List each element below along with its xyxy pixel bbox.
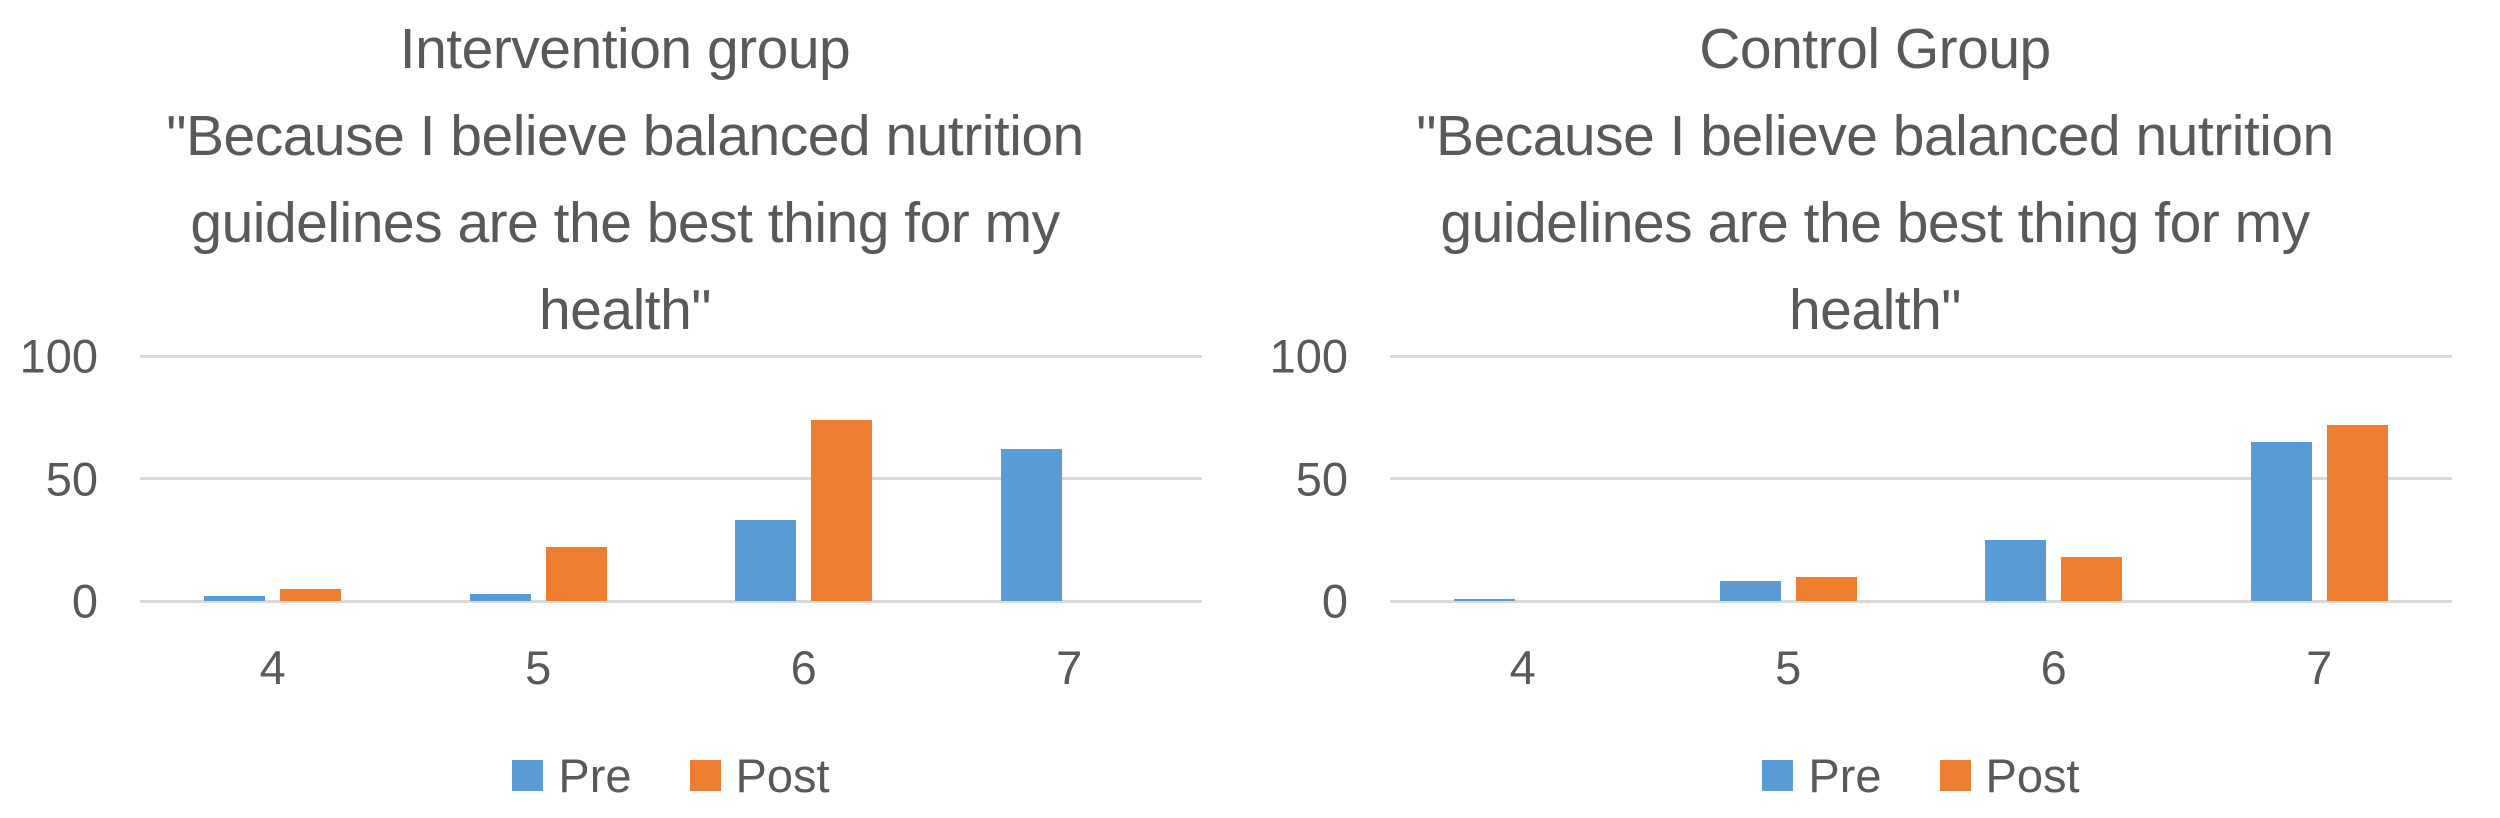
chart-title-line: Control Group xyxy=(1699,17,2051,81)
legend-item-pre: Pre xyxy=(1762,749,1882,802)
plot-area: 0 50 100 xyxy=(20,330,1202,628)
bar-pre-cat4 xyxy=(1454,598,1516,601)
x-axis-labels: 4 5 6 7 xyxy=(1390,641,2452,694)
bar-pre-cat5 xyxy=(1719,581,1781,601)
bar-post-cat4 xyxy=(280,588,342,601)
legend-swatch-post-icon xyxy=(689,760,721,791)
x-tick-label-5: 5 xyxy=(1775,641,1802,694)
legend: Pre Post xyxy=(140,749,1202,802)
bar-pre-cat6 xyxy=(735,520,797,601)
gridline-y100 xyxy=(1390,354,2452,358)
x-tick-label-7: 7 xyxy=(2306,641,2333,694)
chart-panel-intervention: Intervention group "Because I believe ba… xyxy=(0,6,1250,802)
bar-post-cat5 xyxy=(1795,576,1857,601)
chart-panel-control: Control Group "Because I believe balance… xyxy=(1250,0,2500,818)
y-tick-label-0: 0 xyxy=(71,574,98,628)
bars-row xyxy=(140,356,1202,601)
category-slot-5 xyxy=(1656,356,1922,601)
bar-post-cat6 xyxy=(811,419,873,601)
legend-item-post: Post xyxy=(1939,749,2080,802)
chart-subtitle-line: health" xyxy=(1788,278,1962,342)
chart-subtitle-line: guidelines are the best thing for my xyxy=(190,191,1060,255)
category-slot-6 xyxy=(1921,356,2187,601)
category-slot-7 xyxy=(937,356,1203,601)
legend-label-pre: Pre xyxy=(558,749,632,802)
x-tick-label-6: 6 xyxy=(790,641,817,694)
category-slot-5 xyxy=(406,356,672,601)
bar-pre-cat5 xyxy=(469,593,531,601)
chart-subtitle-line: "Because I believe balanced nutrition xyxy=(166,104,1084,168)
category-slot-6 xyxy=(671,356,937,601)
chart-subtitle-line: health" xyxy=(538,278,712,342)
chart-subtitle-line: guidelines are the best thing for my xyxy=(1440,191,2310,255)
bars-row xyxy=(1390,356,2452,601)
gridline-y50 xyxy=(1390,477,2452,480)
bar-pre-cat7 xyxy=(1000,449,1062,601)
legend-item-post: Post xyxy=(689,749,830,802)
y-tick-label-50: 50 xyxy=(1295,452,1348,505)
y-tick-label-50: 50 xyxy=(45,452,98,505)
chart-title-line: Intervention group xyxy=(399,17,851,81)
bar-post-cat7 xyxy=(2326,424,2388,601)
category-slot-4 xyxy=(140,356,406,601)
category-slot-7 xyxy=(2187,356,2453,601)
chart-title: Intervention group "Because I believe ba… xyxy=(0,6,1250,354)
bar-post-cat6 xyxy=(2061,556,2123,601)
y-tick-label-0: 0 xyxy=(1321,574,1348,628)
x-tick-label-6: 6 xyxy=(2040,641,2067,694)
bar-pre-cat4 xyxy=(204,596,266,601)
bar-pre-cat6 xyxy=(1985,539,2047,601)
legend-swatch-post-icon xyxy=(1939,760,1971,791)
bar-post-cat5 xyxy=(545,547,607,601)
gridline-y100 xyxy=(140,354,1202,358)
x-tick-label-4: 4 xyxy=(259,641,286,694)
legend-label-post: Post xyxy=(735,749,830,802)
category-slot-4 xyxy=(1390,356,1656,601)
x-axis-labels: 4 5 6 7 xyxy=(140,641,1202,694)
x-tick-label-4: 4 xyxy=(1509,641,1536,694)
legend-item-pre: Pre xyxy=(512,749,632,802)
chart-title: Control Group "Because I believe balance… xyxy=(1250,6,2500,354)
chart-subtitle-line: "Because I believe balanced nutrition xyxy=(1416,104,2334,168)
legend-label-post: Post xyxy=(1985,749,2080,802)
legend: Pre Post xyxy=(1390,749,2452,802)
x-tick-label-7: 7 xyxy=(1056,641,1083,694)
y-tick-label-100: 100 xyxy=(19,329,98,383)
legend-swatch-pre-icon xyxy=(512,760,544,791)
legend-label-pre: Pre xyxy=(1808,749,1882,802)
y-tick-label-100: 100 xyxy=(1269,329,1348,383)
gridline-y50 xyxy=(140,477,1202,480)
plot-area: 0 50 100 xyxy=(1270,330,2452,628)
gridline-y0 xyxy=(140,599,1202,603)
legend-swatch-pre-icon xyxy=(1762,760,1794,791)
bar-pre-cat7 xyxy=(2250,441,2312,601)
gridline-y0 xyxy=(1390,599,2452,603)
x-tick-label-5: 5 xyxy=(525,641,552,694)
